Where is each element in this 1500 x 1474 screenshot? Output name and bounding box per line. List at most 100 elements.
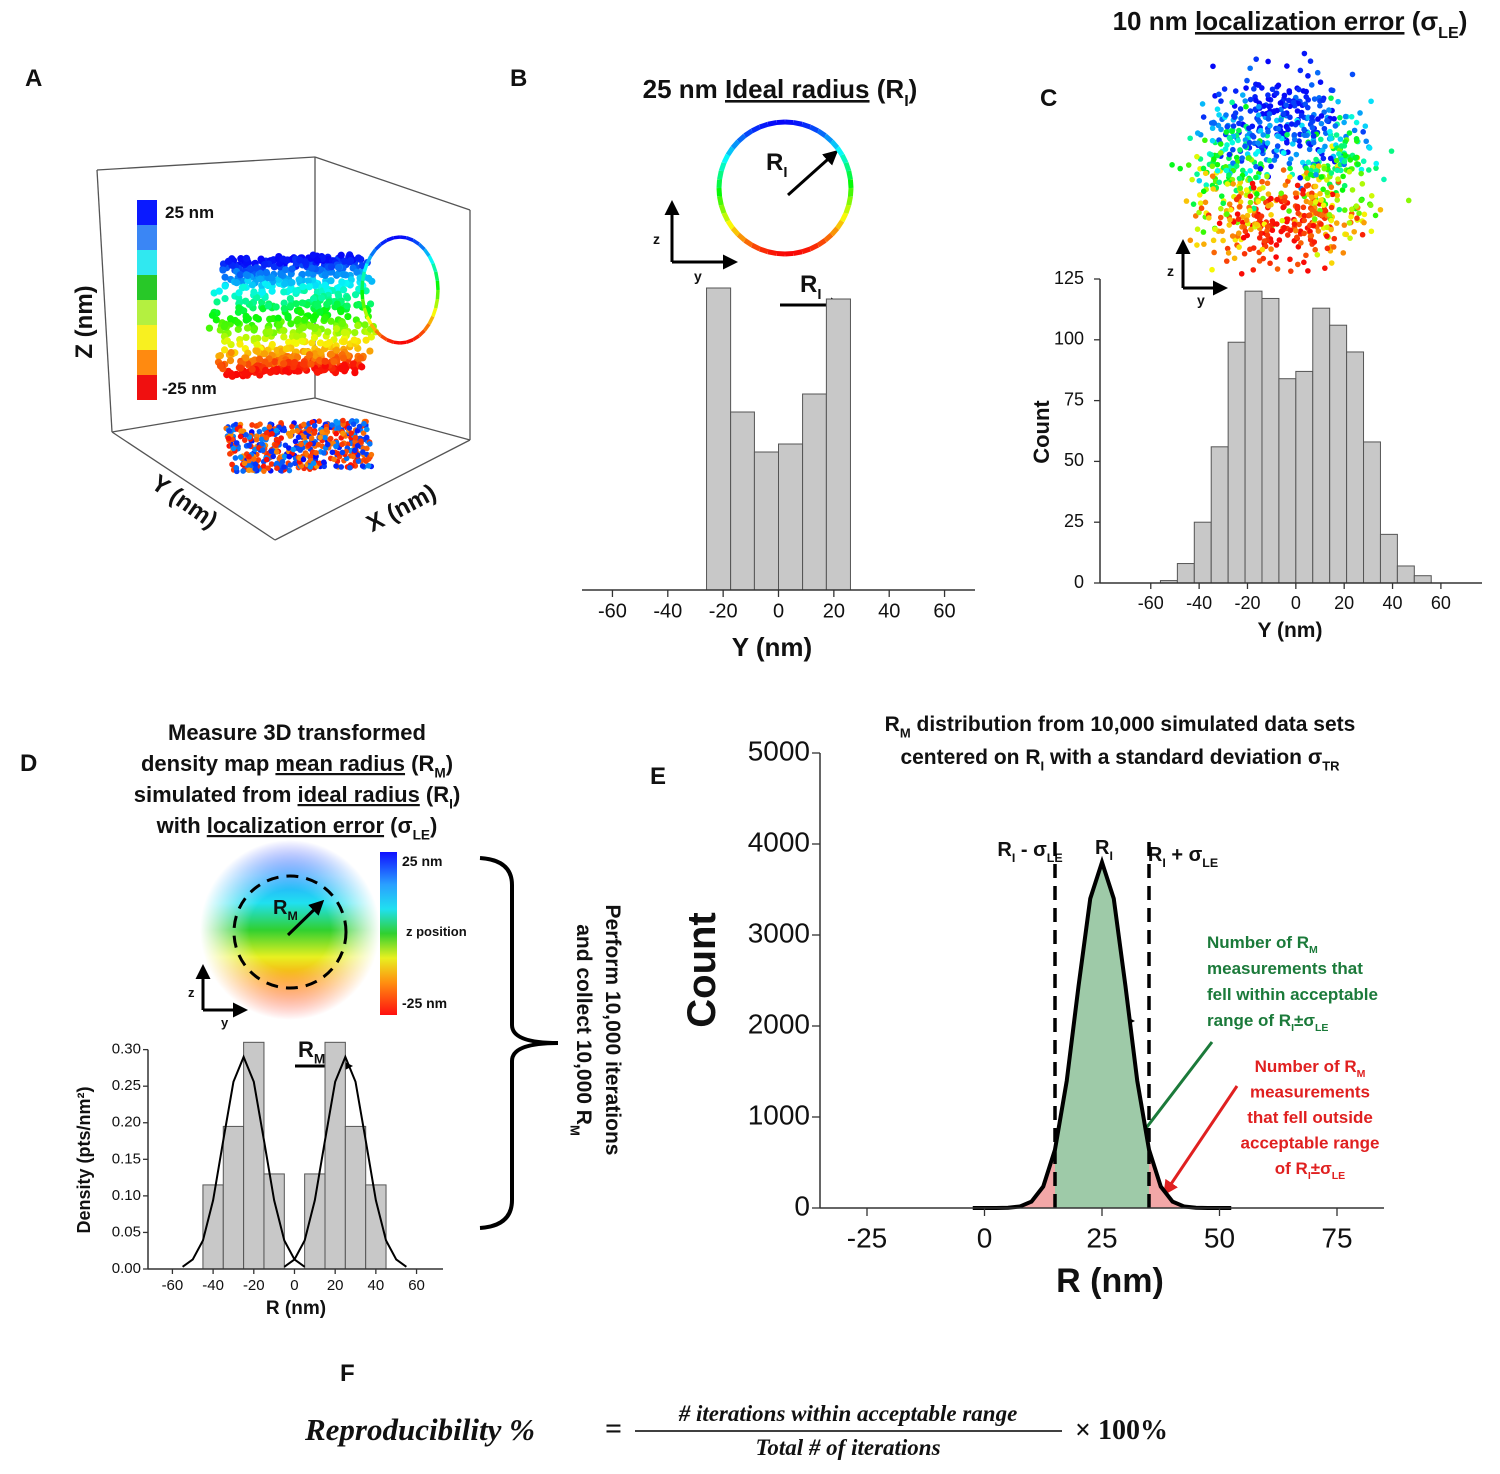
- point: [1351, 228, 1358, 235]
- point: [296, 256, 304, 264]
- range-label-part: LE: [1202, 856, 1218, 870]
- point: [1189, 176, 1195, 183]
- point: [223, 337, 231, 345]
- chart-title: density map mean radius (RM): [141, 751, 453, 781]
- point: [220, 322, 228, 331]
- formula-numerator: # iterations within acceptable range: [678, 1401, 1018, 1426]
- point: [1333, 132, 1340, 138]
- ring-segment: [417, 329, 426, 338]
- point: [1210, 186, 1217, 192]
- point: [1353, 119, 1360, 126]
- point: [1265, 92, 1271, 98]
- point: [237, 255, 245, 263]
- point: [1328, 184, 1335, 190]
- point: [1358, 170, 1364, 177]
- point: [1194, 242, 1200, 248]
- point: [1229, 128, 1235, 135]
- point: [264, 302, 272, 310]
- chart-title: with localization error (σLE): [156, 813, 438, 843]
- point: [333, 300, 341, 308]
- within-note-part: M: [1309, 944, 1318, 956]
- chart-title: centered on RI with a standard deviation…: [900, 746, 1340, 773]
- point: [1296, 138, 1302, 144]
- ring-segment: [435, 289, 440, 300]
- point: [1223, 112, 1229, 118]
- within-note-part: LE: [1315, 1022, 1328, 1034]
- point: [1220, 200, 1227, 207]
- point: [1274, 117, 1280, 124]
- chart-title-part: LE: [1438, 24, 1459, 42]
- point: [242, 316, 250, 324]
- point: [1250, 267, 1257, 273]
- point: [225, 435, 232, 442]
- point: [330, 358, 338, 366]
- within-note-part: range of R: [1207, 1011, 1291, 1030]
- panel-label: F: [340, 1360, 355, 1387]
- bar: [1346, 351, 1365, 584]
- point: [350, 336, 358, 344]
- radius-label-part: R: [800, 271, 817, 298]
- ring-segment: [399, 235, 407, 240]
- chart-title-part: LE: [413, 828, 430, 843]
- ring-segment: [386, 236, 395, 242]
- ring-segment: [736, 232, 747, 243]
- point: [316, 418, 322, 425]
- point: [1301, 230, 1307, 237]
- point: [229, 461, 235, 468]
- point: [260, 350, 269, 358]
- point: [1306, 212, 1313, 218]
- point: [1243, 187, 1250, 193]
- point: [1342, 113, 1349, 120]
- point: [1256, 103, 1262, 110]
- point: [1318, 120, 1325, 127]
- point: [1203, 182, 1210, 188]
- point: [1199, 101, 1206, 107]
- point: [1236, 194, 1242, 200]
- ring-segment: [816, 128, 827, 138]
- ring-segment: [721, 153, 731, 164]
- point: [306, 322, 314, 330]
- point: [324, 328, 332, 336]
- point: [327, 277, 335, 285]
- point: [1301, 126, 1307, 133]
- point: [1299, 159, 1306, 166]
- point: [208, 311, 217, 319]
- point: [1334, 197, 1341, 203]
- point: [1245, 155, 1252, 161]
- point: [1284, 232, 1291, 238]
- chart-title-part: TR: [1322, 758, 1340, 773]
- point: [262, 268, 271, 277]
- ring-segment: [362, 262, 369, 273]
- point: [1244, 77, 1250, 84]
- point: [1216, 220, 1223, 227]
- point: [308, 435, 315, 442]
- brace: [479, 856, 559, 1230]
- point: [1247, 96, 1254, 103]
- chart-title-part: M: [900, 725, 911, 740]
- brace-label-part: and collect 10,000 R: [572, 924, 595, 1125]
- point: [317, 294, 326, 302]
- point: [1230, 181, 1236, 187]
- point: [216, 351, 225, 360]
- y-tick-label: 125: [1054, 268, 1084, 288]
- ring-segment: [767, 249, 777, 256]
- point: [234, 325, 242, 333]
- point: [1206, 215, 1212, 221]
- point: [241, 369, 249, 377]
- point: [310, 460, 317, 467]
- point: [1267, 103, 1274, 109]
- bar: [1244, 290, 1263, 584]
- point: [1269, 86, 1276, 93]
- point: [321, 315, 329, 323]
- y-tick-label: 4000: [748, 826, 810, 857]
- ring-segment: [716, 179, 723, 189]
- radius-label-part: M: [314, 1052, 325, 1067]
- point: [1209, 137, 1216, 144]
- point: [233, 421, 239, 428]
- point: [1312, 198, 1319, 205]
- point: [1234, 159, 1240, 165]
- point: [1287, 227, 1294, 234]
- fit-curve: [182, 1054, 306, 1268]
- point: [340, 270, 348, 278]
